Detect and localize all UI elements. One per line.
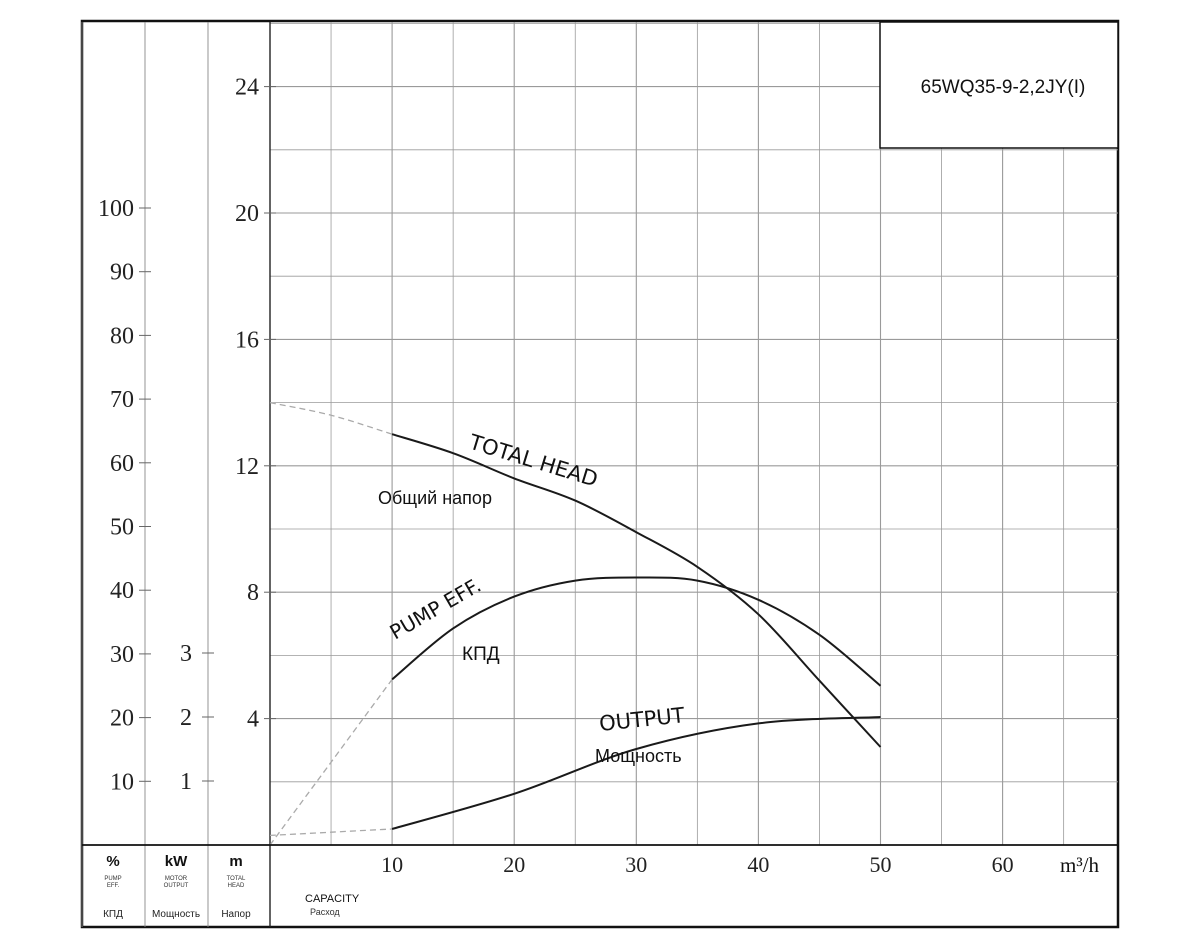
x-tick-40: 40: [747, 852, 769, 877]
capacity-label-ru: Расход: [310, 907, 340, 917]
chart-frame: [80, 19, 1120, 929]
x-tick-30: 30: [625, 852, 647, 877]
head-tick-12: 12: [235, 454, 259, 480]
m-small-a: TOTAL: [227, 876, 246, 882]
percent-ru: КПД: [103, 909, 123, 920]
grid-lines: [270, 22, 1118, 845]
head-tick-24: 24: [235, 75, 259, 101]
kw-tick-2: 2: [180, 705, 192, 731]
capacity-label: CAPACITY: [305, 893, 360, 905]
output-label-ru: Мощность: [595, 746, 682, 766]
m-unit: m: [229, 853, 242, 870]
curves: [269, 401, 882, 846]
kw-small-a: MOTOR: [165, 876, 188, 882]
axis-columns: [81, 22, 276, 927]
percent-small-b: EFF.: [107, 883, 120, 889]
pump-eff-extrapolated-line: [269, 679, 393, 846]
percent-small-a: PUMP: [104, 876, 121, 882]
percent-tick-30: 30: [110, 642, 134, 668]
percent-tick-20: 20: [110, 706, 134, 732]
model-title: 65WQ35-9-2,2JY(I): [921, 77, 1086, 98]
head-tick-20: 20: [235, 201, 259, 227]
x-tick-60: 60: [992, 852, 1014, 877]
head-tick-8: 8: [247, 580, 259, 606]
pump-eff-curve: [391, 576, 882, 687]
output-extrapolated-line: [269, 828, 393, 837]
percent-tick-100: 100: [98, 196, 134, 222]
x-tick-50: 50: [870, 852, 892, 877]
percent-tick-70: 70: [110, 387, 134, 413]
total-head-label-ru: Общий напор: [378, 488, 492, 508]
percent-tick-40: 40: [110, 578, 134, 604]
head-tick-16: 16: [235, 327, 259, 353]
kw-small-b: OUTPUT: [164, 883, 189, 889]
x-tick-20: 20: [503, 852, 525, 877]
percent-tick-50: 50: [110, 515, 134, 541]
m-ru: Напор: [221, 909, 251, 920]
pump-eff-label-ru: КПД: [462, 644, 500, 665]
m-small-b: HEAD: [228, 883, 245, 889]
total-head-extrapolated-line: [269, 401, 393, 435]
kw-unit: kW: [165, 853, 188, 870]
model-box: [879, 21, 1119, 149]
total-head-curve: [391, 433, 882, 748]
percent-tick-90: 90: [110, 260, 134, 286]
percent-tick-10: 10: [110, 769, 134, 795]
percent-tick-80: 80: [110, 323, 134, 349]
output-curve: [391, 716, 881, 830]
percent-tick-60: 60: [110, 451, 134, 477]
percent-unit: %: [106, 853, 119, 870]
x-tick-10: 10: [381, 852, 403, 877]
kw-ru: Мощность: [152, 909, 200, 920]
kw-tick-3: 3: [180, 641, 192, 667]
x-unit-label: m³/h: [1060, 853, 1099, 877]
head-tick-4: 4: [247, 707, 259, 733]
kw-tick-1: 1: [180, 769, 192, 795]
